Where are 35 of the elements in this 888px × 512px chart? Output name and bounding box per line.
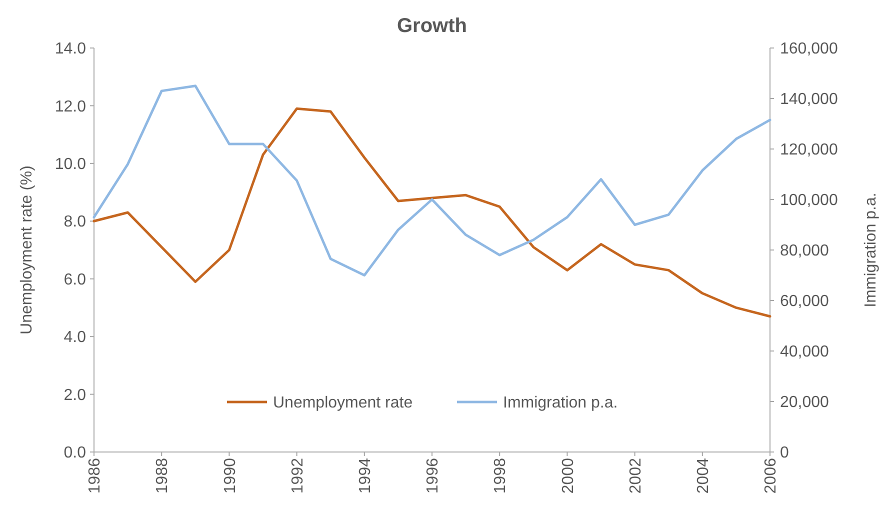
y2-tick-label: 40,000 <box>780 344 830 361</box>
y2-tick-label: 160,000 <box>780 40 838 58</box>
y2-axis-title: Immigration p.a. <box>862 192 880 308</box>
y-tick-label: 14.0 <box>54 40 86 58</box>
x-tick-label: 2002 <box>627 458 644 494</box>
y-tick-label: 2.0 <box>64 386 86 404</box>
y-tick-label: 12.0 <box>54 98 86 116</box>
x-tick-label: 2006 <box>762 458 780 494</box>
x-tick-label: 1992 <box>289 458 306 494</box>
y-axis-title: Unemployment rate (%) <box>18 166 36 334</box>
y-tick-label: 8.0 <box>64 214 86 231</box>
x-tick-label: 1998 <box>492 458 510 494</box>
line-series <box>92 107 772 318</box>
chart-title: Growth <box>397 15 467 37</box>
y-tick-label: 10.0 <box>54 156 86 174</box>
x-tick-label: 1994 <box>357 458 374 494</box>
y2-tick-label: 120,000 <box>780 142 838 159</box>
legend-label: Immigration p.a. <box>503 394 618 412</box>
y2-tick-label: 140,000 <box>780 91 838 108</box>
legend-label: Unemployment rate <box>273 394 413 412</box>
y2-tick-label: 60,000 <box>780 293 830 310</box>
y-tick-label: 6.0 <box>64 271 86 288</box>
y2-tick-label: 20,000 <box>780 394 830 412</box>
x-tick-label: 2004 <box>695 458 712 494</box>
x-tick-label: 2000 <box>560 458 577 494</box>
y2-tick-label: 0 <box>780 444 789 462</box>
x-tick-label: 1996 <box>424 458 442 494</box>
x-tick-label: 1990 <box>222 458 239 494</box>
y-tick-label: 0.0 <box>64 444 86 462</box>
x-tick-label: 1988 <box>154 458 172 494</box>
y2-tick-label: 100,000 <box>780 192 838 210</box>
x-tick-label: 1986 <box>86 458 104 494</box>
y2-tick-label: 80,000 <box>780 242 830 260</box>
line-series <box>92 84 772 276</box>
y-tick-label: 4.0 <box>64 329 86 346</box>
